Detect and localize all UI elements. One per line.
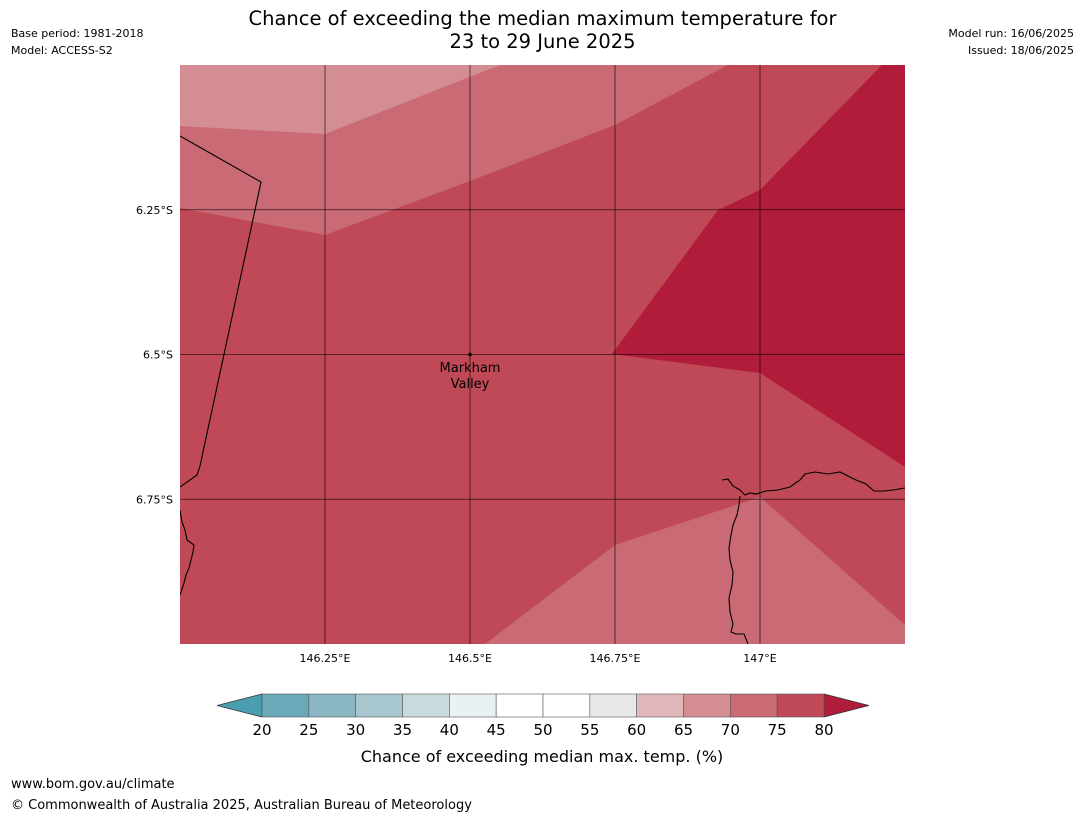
colorbar-extend-high [823, 693, 870, 718]
footer-url[interactable]: www.bom.gov.au/climate [11, 777, 175, 792]
region-above-80-east [612, 65, 905, 467]
colorbar-segment [636, 693, 684, 718]
place-label-line2: Valley [451, 377, 490, 392]
colorbar-segment [261, 693, 310, 718]
colorbar-tick: 25 [299, 721, 318, 739]
latitude-tick-label: 6.5°S [143, 349, 173, 362]
colorbar-segment [776, 693, 825, 718]
colorbar-tick: 35 [393, 721, 412, 739]
colorbar-segment [449, 693, 497, 718]
border-line [180, 135, 262, 488]
region-65-70-south [485, 497, 905, 644]
colorbar-extend-low [216, 693, 263, 718]
coastline-huon-south [728, 495, 749, 644]
colorbar-tick: 65 [674, 721, 693, 739]
map-title-line2: 23 to 29 June 2025 [449, 30, 636, 53]
coastline-southwest [180, 509, 195, 596]
colorbar-segment [355, 693, 403, 718]
colorbar-tick: 55 [580, 721, 599, 739]
colorbar-tick-labels: 20 25 30 35 40 45 50 55 60 65 70 75 80 [252, 721, 833, 739]
colorbar-label: Chance of exceeding median max. temp. (%… [361, 747, 724, 766]
colorbar-segment [402, 693, 450, 718]
latitude-tick-label: 6.75°S [136, 493, 173, 506]
longitude-tick-label: 146.5°E [448, 652, 492, 665]
colorbar-segment [495, 693, 544, 718]
colorbar-segment [308, 693, 356, 718]
colorbar-segment [542, 693, 591, 718]
graticule [180, 65, 905, 644]
map-title-line1: Chance of exceeding the median maximum t… [248, 7, 837, 30]
footer-copyright: © Commonwealth of Australia 2025, Austra… [11, 798, 472, 813]
model-run-text: Model run: 16/06/2025 [948, 27, 1074, 40]
colorbar-tick: 50 [533, 721, 552, 739]
longitude-tick-label: 147°E [743, 652, 776, 665]
colorbar-tick: 20 [252, 721, 271, 739]
longitude-tick-label: 146.25°E [300, 652, 351, 665]
longitude-tick-label: 146.75°E [590, 652, 641, 665]
colorbar-tick: 60 [627, 721, 646, 739]
colorbar-tick: 70 [721, 721, 740, 739]
latitude-labels: 6.25°S 6.5°S 6.75°S [136, 204, 173, 507]
footer: www.bom.gov.au/climate © Commonwealth of… [11, 774, 472, 816]
map-area [180, 65, 905, 644]
place-marker [468, 352, 472, 357]
latitude-tick-label: 6.25°S [136, 204, 173, 217]
meta-left: Base period: 1981-2018 Model: ACCESS-S2 [11, 25, 143, 59]
colorbar [216, 693, 870, 718]
place-label-line1: Markham [440, 361, 501, 376]
colorbar-tick: 40 [440, 721, 459, 739]
colorbar-segment [683, 693, 731, 718]
longitude-labels: 146.25°E 146.5°E 146.75°E 147°E [300, 652, 777, 665]
region-60-65-northwest [180, 65, 500, 134]
map-title: Chance of exceeding the median maximum t… [0, 7, 1085, 53]
colorbar-tick: 75 [768, 721, 787, 739]
colorbar-segment [730, 693, 778, 718]
colorbar-tick: 80 [814, 721, 833, 739]
model-text: Model: ACCESS-S2 [11, 44, 113, 57]
colorbar-tick: 45 [487, 721, 506, 739]
colorbar-tick: 30 [346, 721, 365, 739]
base-period-text: Base period: 1981-2018 [11, 27, 144, 40]
colorbar-segment [589, 693, 637, 718]
meta-right: Model run: 16/06/2025 Issued: 18/06/2025 [948, 25, 1074, 59]
issued-text: Issued: 18/06/2025 [967, 44, 1074, 57]
coastline-huon-gulf [721, 471, 905, 496]
